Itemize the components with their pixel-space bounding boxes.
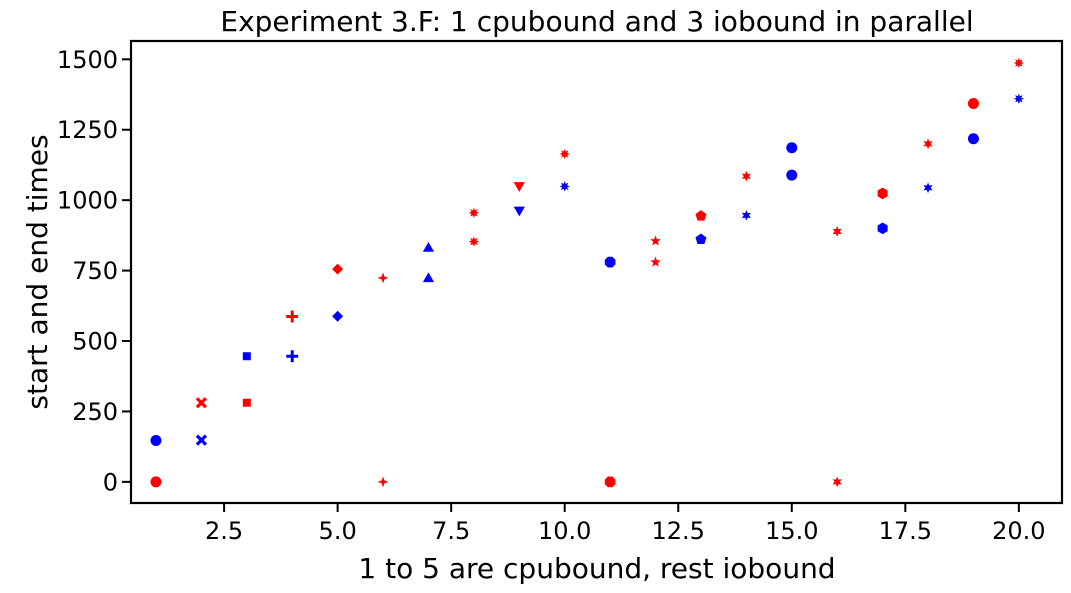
x-tick-label: 2.5 <box>205 517 243 545</box>
y-axis-label: start and end times <box>21 134 54 409</box>
data-point <box>786 169 798 181</box>
data-point <box>422 272 435 283</box>
data-point <box>332 310 344 322</box>
x-tick-label: 20.0 <box>992 517 1045 545</box>
data-point <box>967 133 979 145</box>
data-point <box>695 233 707 245</box>
x-tick-label: 17.5 <box>879 517 932 545</box>
data-point <box>377 272 389 284</box>
plot-frame <box>129 39 1064 505</box>
data-point <box>967 98 979 110</box>
data-point <box>150 476 162 488</box>
x-tick-label: 5.0 <box>319 517 357 545</box>
data-point <box>286 350 299 363</box>
x-tick-label: 10.0 <box>538 517 591 545</box>
data-point <box>242 398 251 407</box>
data-point <box>150 434 162 446</box>
data-point <box>1013 57 1025 69</box>
y-axis: 0 250 500 750 1000 1250 1500 <box>57 46 131 496</box>
data-point <box>650 235 661 246</box>
data-point <box>741 170 751 182</box>
data-point <box>242 352 251 361</box>
x-tick-label: 15.0 <box>765 517 818 545</box>
data-point <box>695 210 707 221</box>
x-axis: 2.5 5.0 7.5 10.0 12.5 15.0 17.5 20.0 <box>205 503 1046 545</box>
data-point <box>195 397 208 409</box>
data-point <box>559 148 570 160</box>
x-axis-label: 1 to 5 are cpubound, rest iobound <box>358 552 835 585</box>
data-point <box>377 476 389 488</box>
data-point <box>468 236 480 247</box>
data-point <box>741 210 751 221</box>
x-tick-label: 12.5 <box>652 517 705 545</box>
data-point <box>786 142 798 154</box>
data-point <box>877 187 888 200</box>
data-point <box>832 226 842 237</box>
y-tick-label: 1500 <box>57 46 118 74</box>
data-point <box>1013 93 1025 104</box>
data-point <box>422 241 435 252</box>
data-point <box>286 310 299 323</box>
data-point <box>604 256 616 268</box>
chart-title: Experiment 3.F: 1 cpubound and 3 iobound… <box>220 5 973 38</box>
y-tick-label: 0 <box>103 468 118 496</box>
data-point <box>923 182 933 194</box>
x-tick-label: 7.5 <box>432 517 470 545</box>
y-tick-label: 250 <box>72 398 118 426</box>
data-point <box>650 256 661 267</box>
y-tick-label: 500 <box>72 328 118 356</box>
data-point <box>877 222 888 235</box>
y-tick-label: 1000 <box>57 187 118 215</box>
data-point <box>468 207 480 219</box>
data-point <box>513 206 525 217</box>
y-tick-label: 1250 <box>57 116 118 144</box>
data-point <box>832 476 842 488</box>
data-point <box>195 434 208 446</box>
data-point <box>513 182 525 192</box>
data-point <box>923 138 933 150</box>
data-point <box>604 476 616 488</box>
data-point <box>332 263 344 275</box>
plot-area <box>150 57 1025 488</box>
data-point <box>559 181 570 192</box>
y-tick-label: 750 <box>72 257 118 285</box>
